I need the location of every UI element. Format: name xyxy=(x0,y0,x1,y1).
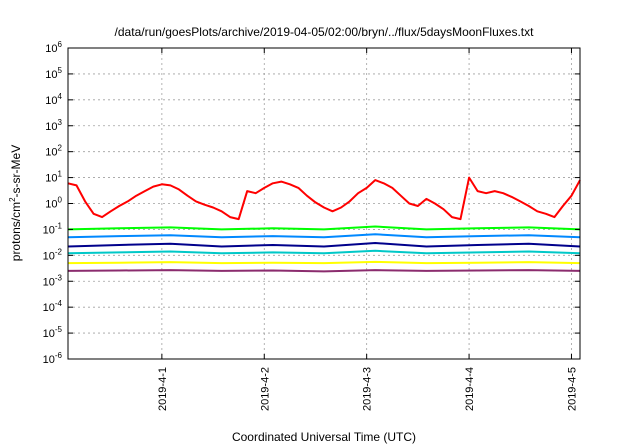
series-line xyxy=(67,176,581,221)
y-tick-label: 106 xyxy=(45,40,62,55)
x-tick-label: 2019-4-4 xyxy=(464,367,476,411)
y-tick-label: 10-6 xyxy=(43,351,63,366)
x-tick-label: 2019-4-5 xyxy=(566,367,578,411)
y-tick-label: 105 xyxy=(45,66,62,81)
chart-title: /data/run/goesPlots/archive/2019-04-05/0… xyxy=(115,25,535,39)
y-tick-label: 100 xyxy=(45,196,62,211)
series-group xyxy=(67,176,581,273)
y-tick-label: 10-3 xyxy=(43,273,63,288)
series-line xyxy=(67,225,581,231)
x-tick-label: 2019-4-3 xyxy=(362,367,374,411)
y-axis-ticks: 10-6 10-5 10-4 10-3 10-2 10-1 100 101 102 103 104 1… xyxy=(43,40,580,366)
series-line xyxy=(67,269,581,273)
y-tick-label: 103 xyxy=(45,118,62,133)
y-tick-label: 10-1 xyxy=(43,221,63,236)
y-axis-label: protons/cm2-s-sr-MeV xyxy=(8,145,23,261)
x-tick-label: 2019-4-2 xyxy=(259,367,271,411)
series-line xyxy=(67,249,581,255)
y-tick-label: 10-4 xyxy=(43,299,63,314)
series-line xyxy=(67,233,581,239)
y-tick-label: 10-2 xyxy=(43,247,63,262)
series-line xyxy=(67,242,581,248)
y-tick-label: 10-5 xyxy=(43,325,63,340)
series-line xyxy=(67,260,581,265)
x-axis-label: Coordinated Universal Time (UTC) xyxy=(232,430,416,444)
y-tick-label: 101 xyxy=(45,170,62,185)
x-axis-ticks: 2019-4-1 2019-4-2 2019-4-3 2019-4-4 2019-4-5 xyxy=(157,48,578,411)
y-tick-label: 104 xyxy=(45,92,62,107)
x-tick-label: 2019-4-1 xyxy=(157,367,169,411)
grid-lines xyxy=(68,47,580,360)
y-tick-label: 102 xyxy=(45,144,62,159)
